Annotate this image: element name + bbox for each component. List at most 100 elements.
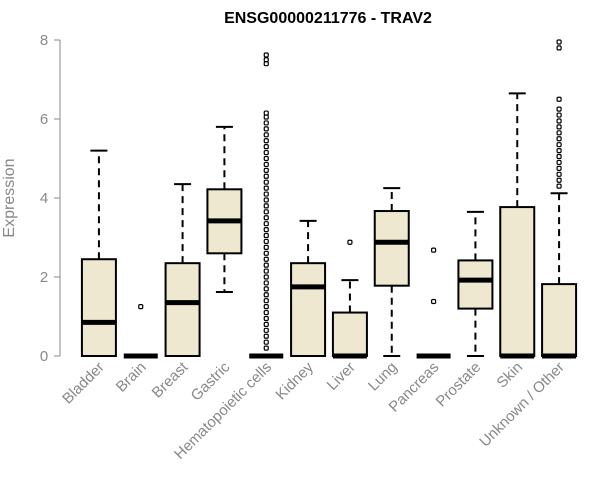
outlier-point: [556, 136, 562, 142]
outlier-point: [556, 118, 562, 124]
outlier-point: [263, 327, 269, 333]
outlier-point: [263, 149, 269, 156]
box-group-kidney: [290, 219, 327, 357]
x-tick-label-lung: Lung: [365, 359, 401, 395]
outlier-point: [263, 339, 269, 345]
box-iqr: [499, 206, 536, 357]
outlier-point: [263, 132, 269, 138]
box-group-gastric: [206, 125, 243, 294]
x-tick-label-bladder: Bladder: [59, 359, 108, 408]
box-iqr: [164, 262, 201, 357]
box-iqr: [80, 258, 117, 358]
y-tick-label: 2: [40, 269, 48, 286]
outlier-point: [556, 177, 562, 183]
outlier-point: [556, 45, 562, 51]
outlier-point: [263, 309, 269, 316]
outlier-point: [138, 304, 144, 310]
outlier-point: [556, 96, 562, 102]
box-group-brain: [123, 304, 158, 359]
y-tick-label: 6: [40, 111, 48, 128]
outlier-point: [263, 227, 269, 233]
box-group-hematopoietic-cells: [249, 52, 284, 359]
y-axis-label: Expression: [1, 158, 18, 237]
outlier-point: [263, 179, 269, 185]
box-group-bladder: [80, 149, 117, 358]
box-group-skin: [499, 92, 536, 359]
outlier-point: [263, 280, 269, 286]
outlier-point: [263, 268, 269, 274]
box-iqr: [290, 262, 327, 357]
outlier-point: [263, 256, 269, 262]
x-tick-label-brain: Brain: [113, 359, 150, 396]
box-group-unknown-other: [541, 39, 578, 359]
outlier-point: [263, 144, 269, 150]
outlier-point: [263, 120, 269, 126]
box-iqr: [373, 210, 410, 287]
y-tick-label: 8: [40, 32, 48, 49]
outlier-point: [263, 345, 269, 351]
outlier-point: [263, 203, 269, 209]
outlier-point: [556, 165, 562, 171]
outlier-point: [263, 57, 269, 63]
outlier-point: [263, 292, 269, 298]
outlier-point: [263, 167, 269, 173]
outlier-point: [263, 197, 269, 203]
outlier-point: [556, 106, 562, 112]
outlier-point: [556, 171, 562, 177]
outlier-point: [263, 262, 269, 268]
outlier-point: [263, 185, 269, 191]
boxes: [80, 39, 578, 359]
box-group-breast: [164, 183, 201, 357]
outlier-point: [263, 161, 269, 168]
box-group-liver: [331, 239, 368, 359]
outlier-point: [430, 298, 437, 305]
y-tick-label: 0: [40, 348, 48, 365]
outlier-point: [263, 232, 269, 239]
box-iqr: [541, 283, 578, 357]
outlier-point: [430, 247, 437, 253]
x-tick-label-kidney: Kidney: [272, 358, 317, 403]
axes: 0 2 4 6 8: [40, 32, 61, 365]
outlier-point: [556, 183, 562, 189]
outlier-point: [556, 148, 562, 154]
outlier-point: [263, 215, 269, 221]
outlier-point: [263, 209, 269, 215]
outlier-point: [263, 274, 269, 280]
outlier-point: [263, 191, 269, 197]
outlier-point: [263, 52, 269, 58]
outlier-point: [263, 138, 269, 144]
outlier-point: [556, 153, 562, 160]
x-tick-label-liver: Liver: [324, 359, 359, 394]
box-iqr: [457, 259, 494, 310]
outlier-point: [556, 159, 562, 166]
chart-title: ENSG00000211776 - TRAV2: [224, 10, 432, 27]
outlier-point: [556, 39, 562, 45]
box-group-prostate: [457, 210, 494, 357]
outlier-point: [556, 142, 562, 148]
box-group-lung: [373, 187, 410, 357]
outlier-point: [263, 173, 269, 179]
outlier-point: [263, 238, 269, 245]
outlier-point: [263, 298, 269, 304]
x-tick-label-skin: Skin: [493, 359, 526, 392]
outlier-point: [556, 112, 562, 118]
outlier-point: [347, 239, 353, 245]
outlier-point: [263, 110, 269, 116]
x-tick-label-breast: Breast: [149, 358, 192, 401]
outlier-point: [556, 130, 562, 136]
box-iqr: [331, 311, 368, 357]
outlier-point: [263, 333, 269, 339]
outlier-point: [263, 321, 269, 327]
outlier-point: [263, 244, 269, 250]
outlier-point: [263, 315, 269, 322]
outlier-point: [556, 124, 562, 130]
outlier-point: [263, 221, 269, 227]
box-group-pancreas: [416, 247, 451, 359]
x-tick-label-prostate: Prostate: [433, 359, 485, 411]
outlier-point: [263, 304, 269, 310]
outlier-point: [263, 126, 269, 132]
outlier-point: [263, 155, 269, 162]
y-tick-label: 4: [40, 190, 48, 207]
outlier-point: [263, 250, 269, 256]
